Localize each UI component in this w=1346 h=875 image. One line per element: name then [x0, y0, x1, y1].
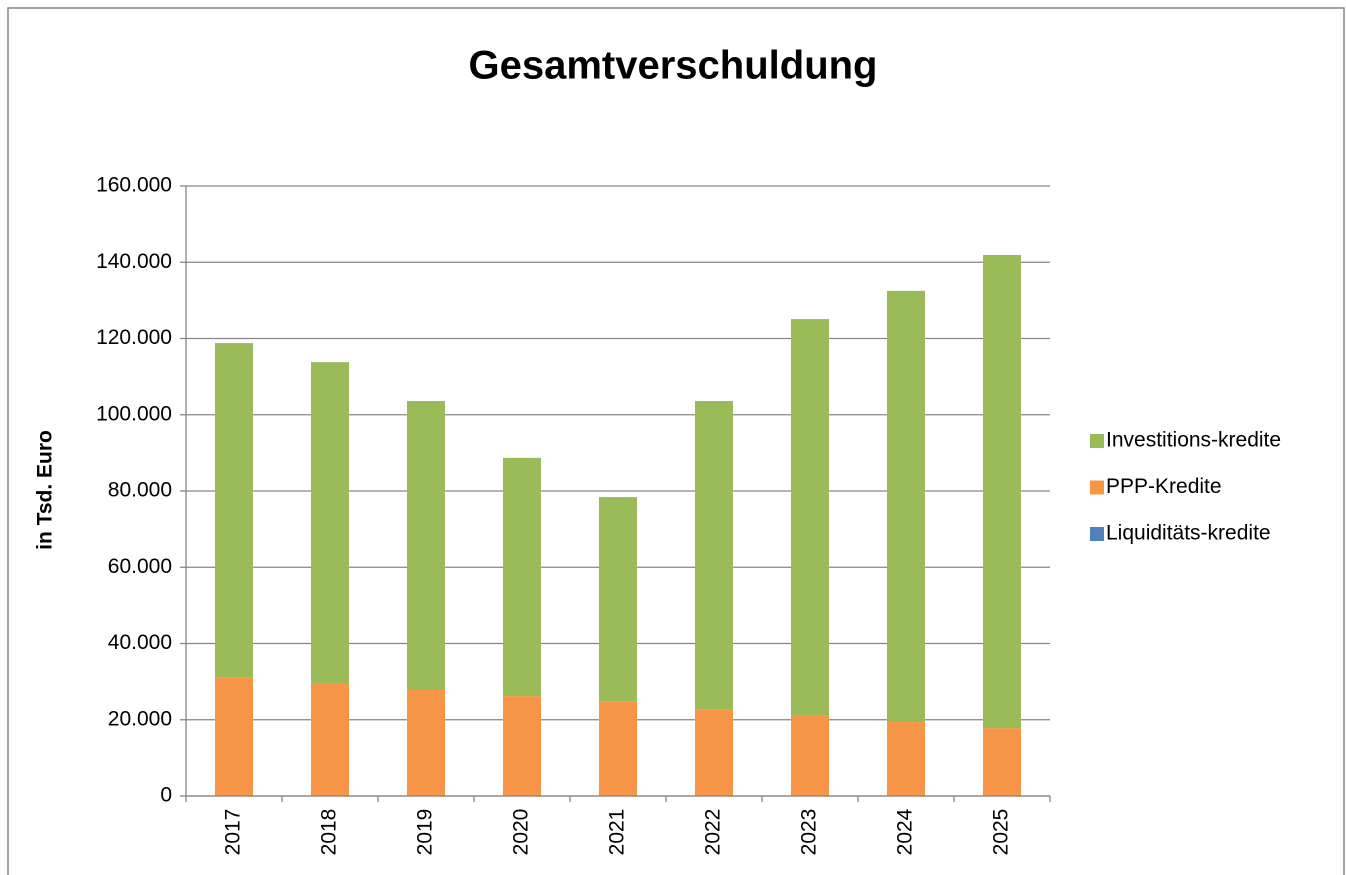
x-tick-label: 2017: [222, 809, 245, 856]
bar-segment: [311, 683, 349, 796]
x-tick-label: 2019: [414, 809, 437, 856]
x-tick-label: 2021: [606, 809, 629, 856]
y-tick-label: 100.000: [96, 402, 172, 425]
x-tick-label: 2020: [510, 809, 533, 856]
bar-segment: [791, 319, 829, 716]
x-tick-label: 2022: [702, 809, 725, 856]
bar-segment: [887, 290, 925, 723]
legend-swatch: [1090, 434, 1104, 448]
bar-segment: [599, 701, 637, 796]
bar-segment: [695, 709, 733, 796]
y-tick-label: 80.000: [108, 479, 172, 502]
x-tick-label: 2025: [990, 809, 1013, 856]
legend-label: Liquiditäts-kredite: [1106, 522, 1271, 545]
bar-segment: [791, 715, 829, 796]
y-tick-label: 20.000: [108, 707, 172, 730]
bar-segment: [695, 401, 733, 710]
legend-swatch: [1090, 480, 1104, 495]
y-tick-label: 0: [160, 784, 172, 807]
bar-segment: [407, 401, 445, 691]
y-tick-label: 40.000: [108, 631, 172, 654]
bar-segment: [407, 690, 445, 796]
y-tick-label: 160.000: [96, 174, 172, 197]
y-tick-label: 60.000: [108, 555, 172, 578]
bar-segment: [215, 343, 253, 678]
bar-segment: [503, 457, 541, 697]
bar-segment: [215, 677, 253, 796]
bar-segment: [599, 497, 637, 702]
chart-title: Gesamtverschuldung: [468, 44, 877, 88]
legend-label: PPP-Kredite: [1106, 475, 1222, 498]
x-tick-label: 2018: [318, 809, 341, 856]
legend-swatch: [1090, 527, 1104, 541]
bar-segment: [503, 696, 541, 796]
bar-segment: [887, 722, 925, 796]
y-tick-label: 120.000: [96, 326, 172, 349]
x-tick-label: 2024: [894, 808, 917, 855]
bar-segment: [983, 255, 1021, 729]
bar-segment: [983, 728, 1021, 796]
y-tick-label: 140.000: [96, 250, 172, 273]
y-axis-label: in Tsd. Euro: [34, 430, 57, 550]
legend-label: Investitions-kredite: [1106, 429, 1281, 452]
x-tick-label: 2023: [798, 809, 821, 856]
bar-segment: [311, 362, 349, 684]
